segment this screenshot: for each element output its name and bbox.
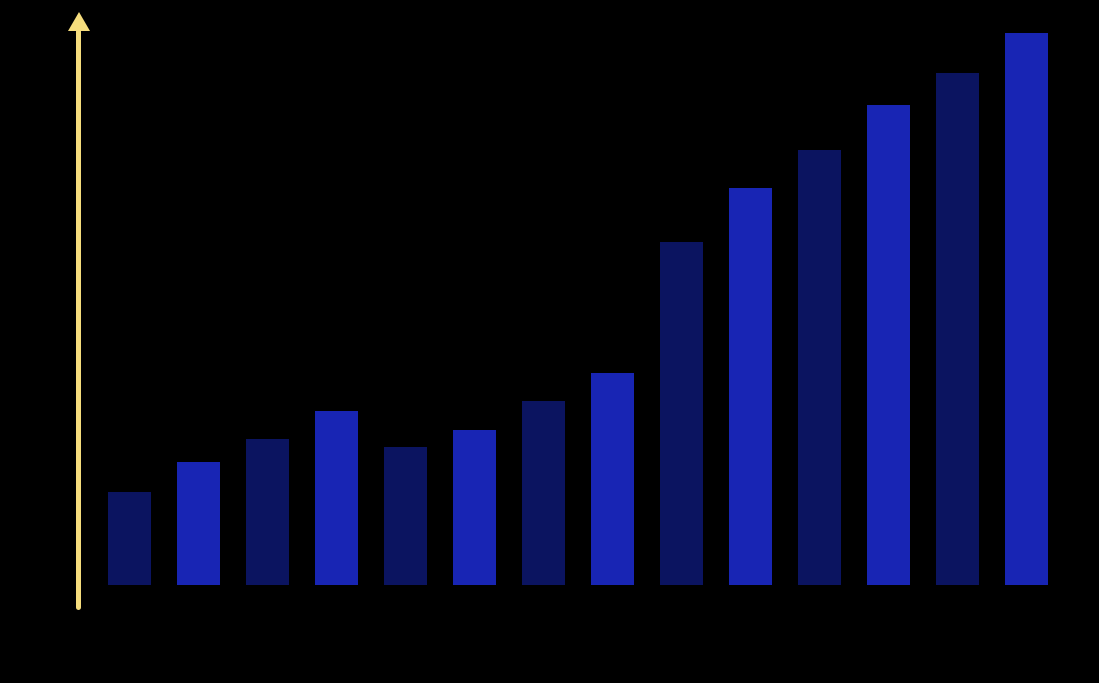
bar (936, 72, 979, 585)
bar (798, 150, 841, 585)
plot-area (108, 33, 1048, 585)
bar (453, 429, 496, 585)
bar (867, 104, 910, 585)
y-axis-line (76, 29, 81, 610)
bar (315, 411, 358, 585)
bar (729, 188, 772, 585)
bar (384, 447, 427, 585)
bar (246, 439, 289, 585)
bar (660, 242, 703, 585)
bar (522, 401, 565, 585)
arrow-up-icon (68, 12, 90, 31)
bar (1005, 33, 1048, 585)
bar (177, 461, 220, 585)
bar (108, 492, 151, 585)
bar (591, 373, 634, 585)
